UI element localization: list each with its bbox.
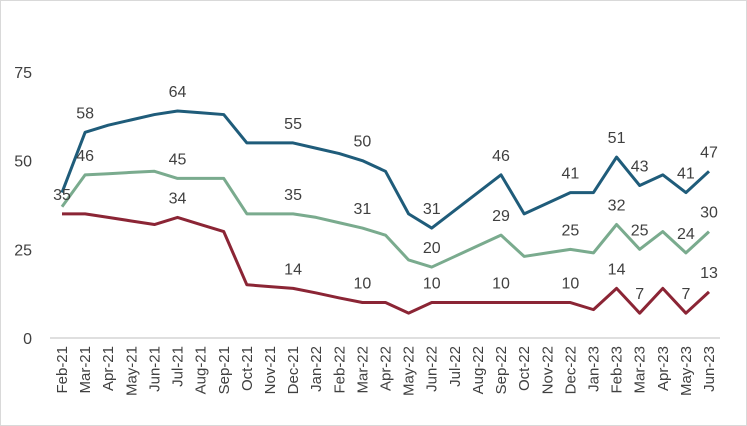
- x-tick-label: Jun-23: [701, 346, 718, 392]
- data-label: 41: [677, 166, 695, 183]
- x-tick-label: Mar-23: [632, 346, 649, 394]
- data-label: 7: [681, 286, 690, 303]
- data-label: 32: [608, 198, 626, 215]
- data-label: 51: [608, 130, 626, 147]
- x-tick-label: Dec-21: [285, 346, 302, 394]
- x-tick-label: Jul-21: [170, 346, 187, 387]
- data-label: 24: [677, 226, 695, 243]
- x-tick-label: May-23: [678, 346, 695, 396]
- x-tick-label: Jun-22: [424, 346, 441, 392]
- data-label: 45: [169, 151, 187, 168]
- x-tick-label: Apr-23: [655, 346, 672, 391]
- series-line: [60, 169, 711, 269]
- data-label: 43: [631, 158, 649, 175]
- data-label: 10: [492, 276, 510, 293]
- x-tick-label: Oct-22: [516, 346, 533, 391]
- data-label: 7: [635, 286, 644, 303]
- x-tick-label: Apr-22: [378, 346, 395, 391]
- data-label: 46: [492, 148, 510, 165]
- y-tick-label: 75: [14, 65, 32, 82]
- x-tick-label: Jan-23: [585, 346, 602, 392]
- x-tick-label: Apr-21: [100, 346, 117, 391]
- x-tick-label: May-21: [123, 346, 140, 396]
- data-label: 20: [423, 240, 441, 257]
- y-tick-label: 0: [23, 331, 32, 348]
- x-tick-label: Mar-21: [77, 346, 94, 394]
- x-tick-label: May-22: [401, 346, 418, 396]
- data-label: 30: [700, 205, 718, 222]
- x-tick-label: Sep-21: [216, 346, 233, 394]
- x-tick-label: Jun-21: [146, 346, 163, 392]
- data-label: 55: [284, 116, 302, 133]
- data-label: 31: [353, 201, 371, 218]
- x-tick-label: Dec-22: [562, 346, 579, 394]
- data-label: 50: [353, 134, 371, 151]
- x-tick-label: Jul-22: [447, 346, 464, 387]
- x-tick-label: Feb-21: [54, 346, 71, 394]
- series-line: [60, 109, 711, 230]
- data-label: 64: [169, 84, 187, 101]
- data-label: 25: [561, 222, 579, 239]
- data-label: 10: [423, 276, 441, 293]
- x-tick-label: Sep-22: [493, 346, 510, 394]
- data-label: 13: [700, 265, 718, 282]
- data-label: 41: [561, 166, 579, 183]
- data-label: 34: [169, 190, 187, 207]
- data-label: 14: [608, 261, 626, 278]
- data-label: 58: [76, 105, 94, 122]
- x-tick-label: Nov-22: [539, 346, 556, 394]
- data-label: 46: [76, 148, 94, 165]
- x-tick-label: Oct-21: [239, 346, 256, 391]
- x-tick-label: Feb-23: [609, 346, 626, 394]
- data-label: 35: [284, 187, 302, 204]
- data-label: 29: [492, 208, 510, 225]
- y-tick-label: 25: [14, 242, 32, 259]
- data-label: 25: [631, 222, 649, 239]
- x-tick-label: Feb-22: [331, 346, 348, 394]
- x-tick-label: Aug-21: [193, 346, 210, 394]
- x-tick-label: Nov-21: [262, 346, 279, 394]
- y-tick-label: 50: [14, 154, 32, 171]
- series-line: [62, 212, 711, 315]
- data-label: 31: [423, 201, 441, 218]
- x-tick-label: Mar-22: [354, 346, 371, 394]
- data-label: 10: [353, 276, 371, 293]
- data-label: 10: [561, 276, 579, 293]
- x-tick-label: Jan-22: [308, 346, 325, 392]
- x-tick-label: Aug-22: [470, 346, 487, 394]
- data-label: 35: [53, 187, 71, 204]
- data-label: 14: [284, 261, 302, 278]
- data-label: 47: [700, 144, 718, 161]
